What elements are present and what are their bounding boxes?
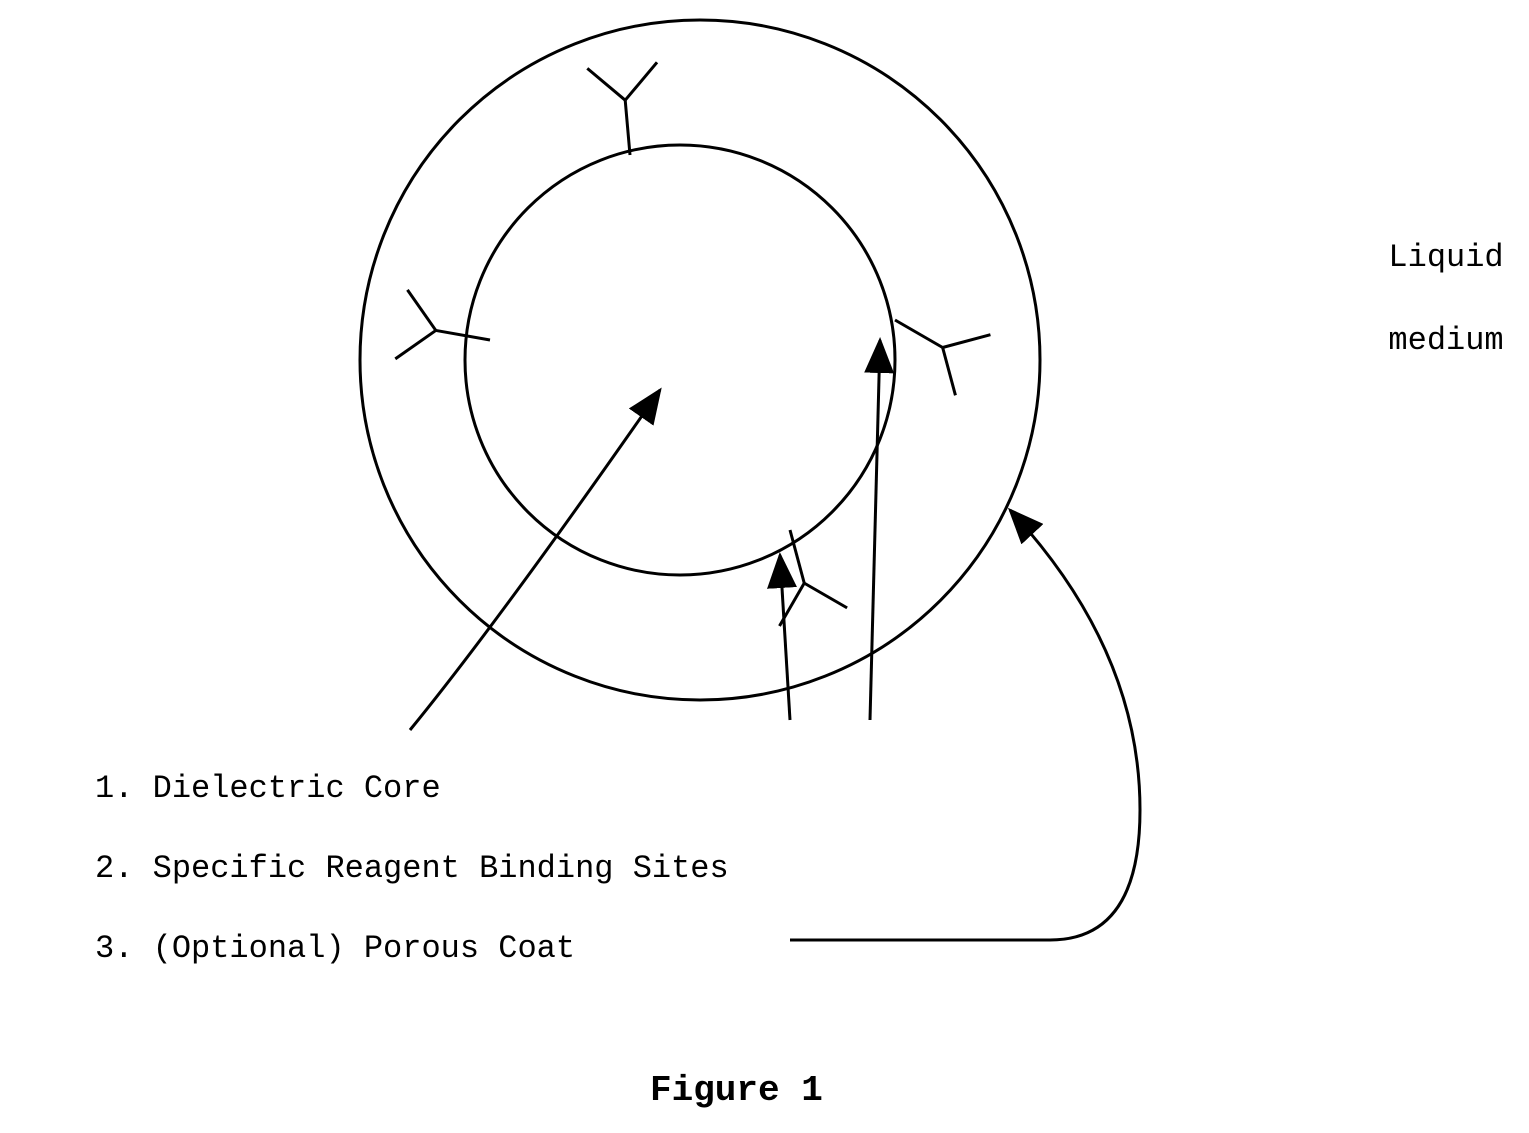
legend-item-3: 3. (Optional) Porous Coat <box>95 930 575 967</box>
arrow-binding-1 <box>780 555 790 720</box>
y-marker-1 <box>587 62 665 158</box>
arrow-core <box>410 390 660 730</box>
outer-circle <box>360 20 1040 700</box>
y-marker-2 <box>395 290 496 375</box>
figure-title: Figure 1 <box>650 1070 823 1111</box>
liquid-line1: Liquid <box>1388 239 1503 276</box>
liquid-line2: medium <box>1388 322 1503 359</box>
arrow-binding-2 <box>870 340 880 720</box>
inner-circle <box>465 145 895 575</box>
legend-item-1: 1. Dielectric Core <box>95 770 441 807</box>
liquid-medium-label: Liquid medium <box>1350 195 1504 361</box>
legend-item-2: 2. Specific Reagent Binding Sites <box>95 850 729 887</box>
